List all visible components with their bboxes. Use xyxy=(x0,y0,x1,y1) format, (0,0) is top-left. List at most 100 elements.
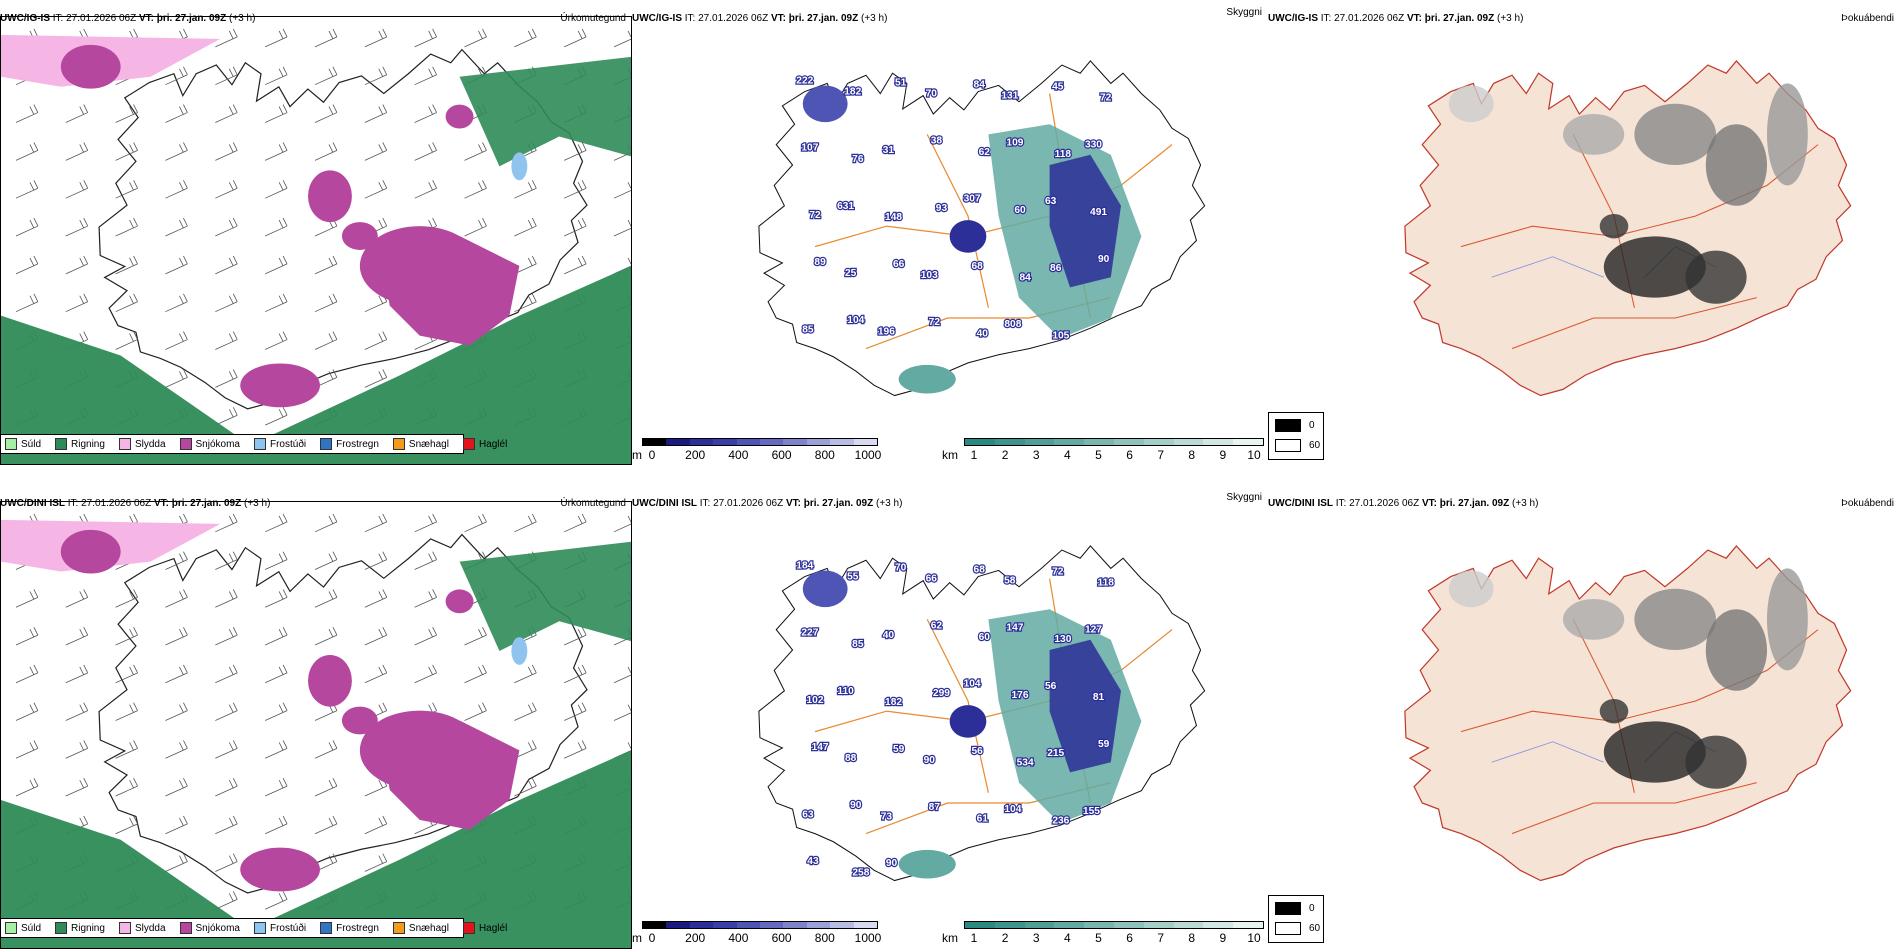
legend-swatch xyxy=(392,438,405,450)
colorbar-tick-label: 200 xyxy=(685,931,706,945)
panel-header: UWC/IG-IS IT: 27.01.2026 06Z VT: þri. 27… xyxy=(632,7,1268,28)
colorbar-segment xyxy=(994,922,1025,928)
colorbar-segment xyxy=(736,922,761,928)
vt-label: VT: xyxy=(1421,498,1437,509)
fog-area xyxy=(1599,698,1629,724)
ptype-map[interactable] xyxy=(0,501,632,949)
legend-item: Frostúði xyxy=(253,438,306,450)
legend-item: Frostregn xyxy=(320,922,379,934)
snow-area xyxy=(341,706,378,735)
visibility-value-label: 93 xyxy=(936,203,948,214)
ptype-legend: Súld Rigning Slydda Snjókoma Frostúði Frostre… xyxy=(0,918,507,938)
panel-title: Úrkomutegund xyxy=(560,13,626,24)
visibility-panel-row1: UWC/IG-IS IT: 27.01.2026 06Z VT: þri. 27… xyxy=(632,7,1268,465)
visibility-value-label: 60 xyxy=(1014,205,1026,216)
visibility-value-label: 73 xyxy=(881,811,893,822)
colorbar-segment xyxy=(666,439,690,445)
colorbar-tick-label: 5 xyxy=(1095,931,1102,945)
it-label: IT: xyxy=(67,498,79,509)
colorbar-tick-label: 200 xyxy=(685,448,706,462)
visibility-value-label: 66 xyxy=(893,259,905,270)
colorbar-ticks: 0 200 400 600 800 1000 xyxy=(642,931,882,945)
fog-map-svg xyxy=(1404,60,1852,397)
colorbar-gradient xyxy=(964,438,1264,446)
ptype-map-svg xyxy=(1,513,631,948)
rain-area xyxy=(459,541,631,651)
vt-label: VT: xyxy=(153,498,169,509)
legend-item: Snjókoma xyxy=(179,922,240,934)
visibility-value-label: 51 xyxy=(895,77,907,88)
height-colorbar: m 0 200 400 600 800 1000 xyxy=(632,921,938,949)
model-name: UWC/DINI ISL xyxy=(1268,498,1333,509)
colorbar-segment xyxy=(736,439,761,445)
fog-area xyxy=(1448,570,1494,608)
fog-legend: 0 60 xyxy=(1268,412,1324,460)
visibility-value-label: 534 xyxy=(1017,757,1034,768)
fog-area xyxy=(1563,114,1625,155)
visibility-map-svg: 184 55 70 66 68 58 72 118 227 85 40 62 60 147 130 127 10… xyxy=(758,545,1206,882)
colorbar-ticks: 1 2 3 4 5 6 7 8 9 10 xyxy=(964,448,1264,462)
panel-header: UWC/IG-IS IT: 27.01.2026 06Z VT: þri. 27… xyxy=(1268,10,1900,28)
colorbar-tick-label: 600 xyxy=(771,448,792,462)
visibility-value-label: 147 xyxy=(812,742,829,753)
colorbar-tick-label: 400 xyxy=(728,448,749,462)
freezing-drizzle-area xyxy=(511,152,528,181)
fog-map[interactable] xyxy=(1268,28,1900,428)
visibility-value-label: 88 xyxy=(845,753,857,764)
init-time: 27.01.2026 06Z xyxy=(713,498,784,509)
panel-title: Skyggni xyxy=(1226,7,1262,18)
visibility-value-label: 184 xyxy=(796,560,813,571)
legend-item: Rigning xyxy=(55,438,105,450)
colorbar-tick-label: 800 xyxy=(814,931,835,945)
fog-area xyxy=(1685,250,1747,304)
fog-area xyxy=(1603,236,1706,298)
colorbar-segment xyxy=(1054,439,1085,445)
lead-time: (+3 h) xyxy=(1497,13,1524,24)
fog-legend-label: 60 xyxy=(1309,440,1321,451)
colorbar-segment xyxy=(1203,922,1234,928)
init-time: 27.01.2026 06Z xyxy=(66,13,137,24)
visibility-value-label: 103 xyxy=(921,270,938,281)
ptype-map-svg xyxy=(1,28,631,464)
fog-area xyxy=(1634,588,1716,650)
visibility-area xyxy=(898,364,956,394)
visibility-value-label: 130 xyxy=(1054,634,1071,645)
fog-legend-label: 0 xyxy=(1309,420,1315,431)
it-label: IT: xyxy=(684,13,696,24)
legend-label: Slydda xyxy=(134,438,166,450)
colorbar-segment xyxy=(1024,439,1055,445)
visibility-value-label: 85 xyxy=(852,639,864,650)
ptype-map[interactable] xyxy=(0,16,632,465)
ptype-legend: Súld Rigning Slydda Snjókoma Frostúði Frostre… xyxy=(0,434,507,454)
legend-swatch xyxy=(5,922,17,934)
visibility-map[interactable]: 222 182 51 70 84 131 45 72 107 76 31 38 62 109 118 330 7… xyxy=(632,28,1268,428)
visibility-map[interactable]: 184 55 70 66 68 58 72 118 227 85 40 62 60 147 130 127 10… xyxy=(632,513,1268,913)
lead-time: (+3 h) xyxy=(1512,498,1539,509)
visibility-value-label: 631 xyxy=(837,201,854,212)
visibility-value-label: 81 xyxy=(1093,692,1105,703)
visibility-value-label: 118 xyxy=(1097,578,1114,589)
visibility-value-label: 38 xyxy=(931,136,943,147)
colorbar-segment xyxy=(853,922,878,928)
fog-map[interactable] xyxy=(1268,513,1900,913)
colorbar-segment xyxy=(806,922,831,928)
visibility-area xyxy=(802,85,848,123)
colorbar-segment xyxy=(1024,922,1055,928)
visibility-value-label: 72 xyxy=(1052,567,1064,578)
panel-header: UWC/DINI ISL IT: 27.01.2026 06Z VT: þri.… xyxy=(1268,495,1900,513)
colorbar-segment xyxy=(643,439,667,445)
visibility-value-label: 127 xyxy=(1085,625,1102,636)
visibility-value-label: 55 xyxy=(847,572,859,583)
colorbar-tick-label: 400 xyxy=(728,931,749,945)
colorbar-tick-label: 2 xyxy=(1001,931,1009,945)
visibility-panel-row2: UWC/DINI ISL IT: 27.01.2026 06Z VT: þri.… xyxy=(632,492,1268,950)
legend-label: Snjókoma xyxy=(195,438,240,450)
snow-area xyxy=(308,170,352,223)
visibility-value-label: 59 xyxy=(893,744,905,755)
vt-label: VT: xyxy=(138,13,154,24)
colorbar-tick-label: 9 xyxy=(1219,931,1227,945)
colorbar-unit: m xyxy=(632,448,642,462)
legend-label: Haglél xyxy=(478,438,508,450)
fog-legend-row: 0 xyxy=(1275,419,1315,432)
visibility-value-label: 68 xyxy=(972,261,984,272)
